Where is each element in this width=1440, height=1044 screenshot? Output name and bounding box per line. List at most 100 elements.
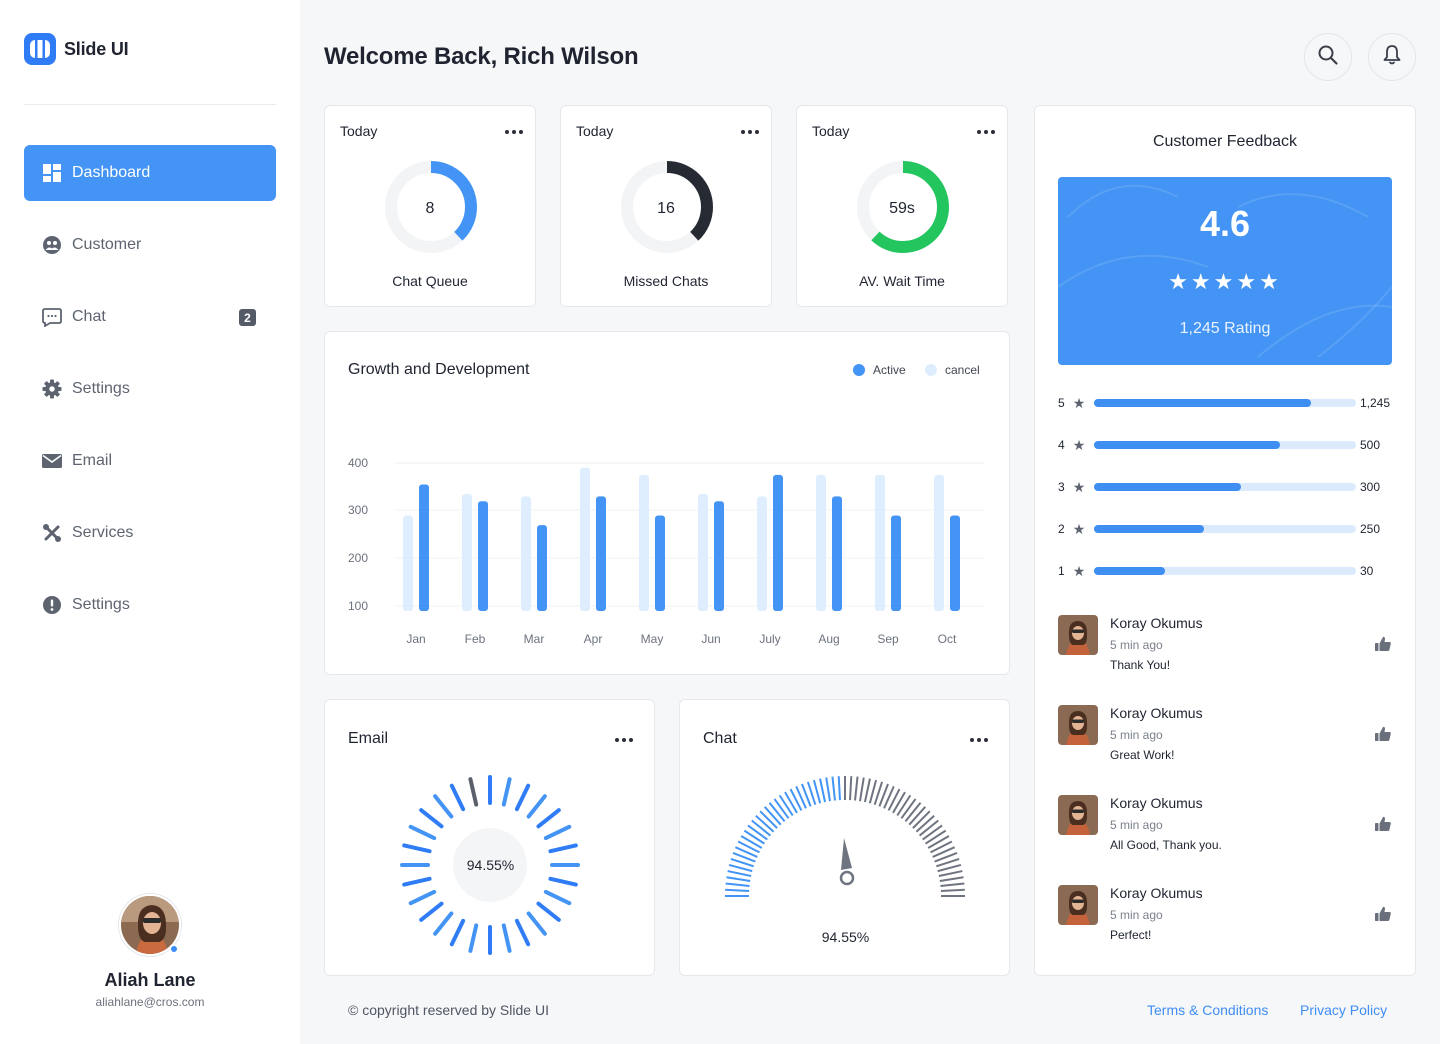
gauge-tick [773, 798, 790, 819]
bar-cancel[interactable] [934, 474, 944, 611]
bar-cancel[interactable] [639, 474, 649, 611]
legend-cancel[interactable]: cancel [925, 363, 980, 377]
bar-active[interactable] [419, 484, 429, 611]
thumbs-up-icon[interactable] [1374, 815, 1392, 833]
gauge-tick [908, 806, 927, 826]
bar-cancel[interactable] [875, 474, 885, 611]
gauge-needle [841, 838, 852, 870]
user-profile[interactable]: Aliah Lane aliahlane@cros.com [0, 894, 300, 1009]
gauge-tick [526, 911, 547, 936]
bar-active[interactable] [950, 515, 960, 611]
sidebar-item-settings[interactable]: Settings [24, 361, 276, 417]
gauge-tick [725, 882, 750, 887]
thumbs-up-icon[interactable] [1374, 725, 1392, 743]
bar-cancel[interactable] [698, 494, 708, 611]
chat-icon [42, 307, 62, 327]
notifications-button[interactable] [1368, 33, 1416, 81]
star-icon: ★ [1072, 478, 1086, 495]
review-text: All Good, Thank you. [1110, 838, 1222, 852]
alert-icon [42, 595, 62, 615]
gauge-tick [501, 923, 512, 953]
y-tick-label: 200 [348, 551, 368, 565]
rating-bar [1094, 525, 1356, 533]
x-tick-label: Sep [877, 632, 899, 646]
bell-icon [1382, 44, 1402, 71]
bar-active[interactable] [596, 496, 606, 611]
stat-value: 59s [889, 200, 915, 217]
gauge-tick [759, 810, 778, 829]
bar-cancel[interactable] [816, 474, 826, 611]
ring-progress-arc [621, 161, 713, 253]
privacy-link[interactable]: Privacy Policy [1300, 1002, 1388, 1018]
gauge-tick [501, 777, 512, 807]
sidebar-item-email[interactable]: Email [24, 433, 276, 489]
thumbs-up-icon[interactable] [1374, 635, 1392, 653]
gauge-tick [912, 810, 931, 829]
bar-cancel[interactable] [462, 494, 472, 611]
more-options-icon[interactable] [613, 734, 635, 746]
gauge-tick [468, 777, 479, 807]
search-button[interactable] [1304, 33, 1352, 81]
rating-row-count: 30 [1360, 564, 1374, 578]
gear-icon [42, 379, 62, 399]
gauge-tick [922, 824, 943, 841]
gauge-tick [930, 840, 953, 854]
thumbs-up-icon[interactable] [1374, 905, 1392, 923]
gauge-tick [819, 778, 827, 803]
legend-swatch [853, 364, 865, 376]
gauge-tick [863, 778, 871, 803]
app-logo[interactable]: Slide UI [24, 33, 129, 65]
more-options-icon[interactable] [968, 734, 990, 746]
bar-active[interactable] [478, 501, 488, 611]
gauge-tick [927, 835, 950, 849]
gauge-tick [408, 889, 437, 906]
legend-active[interactable]: Active [853, 363, 906, 377]
reviewer-name: Koray Okumus [1110, 615, 1203, 631]
more-options-icon[interactable] [739, 126, 761, 138]
rating-row-3: 3 ★ 300 [1058, 479, 1392, 495]
footer-copyright: © copyright reserved by Slide UI [348, 1002, 549, 1018]
mail-icon [42, 451, 62, 471]
missed-chats-ring [621, 161, 713, 253]
review-text: Thank You! [1110, 658, 1171, 672]
gauge-tick [728, 863, 753, 873]
sidebar-item-customer[interactable]: Customer [24, 217, 276, 273]
bar-cancel[interactable] [580, 467, 590, 611]
gauge-tick [940, 882, 965, 887]
bar-active[interactable] [655, 515, 665, 611]
bar-active[interactable] [832, 496, 842, 611]
gauge-tick [831, 776, 836, 801]
star-icon: ★ [1072, 394, 1086, 411]
stat-period: Today [812, 123, 850, 139]
sidebar-item-settings-alert[interactable]: Settings [24, 577, 276, 633]
profile-email: aliahlane@cros.com [95, 995, 205, 1009]
bar-active[interactable] [891, 515, 901, 611]
bar-active[interactable] [773, 474, 783, 611]
gauge-tick [402, 843, 432, 854]
more-options-icon[interactable] [975, 126, 997, 138]
rating-bar-fill [1094, 441, 1281, 449]
sidebar-item-services[interactable]: Services [24, 505, 276, 561]
bar-cancel[interactable] [521, 496, 531, 611]
terms-link[interactable]: Terms & Conditions [1147, 1002, 1269, 1018]
gauge-tick [740, 835, 763, 849]
bar-active[interactable] [714, 501, 724, 611]
page-title: Welcome Back, Rich Wilson [324, 43, 639, 70]
sidebar-item-dashboard[interactable]: Dashboard [24, 145, 276, 201]
gauge-tick [726, 876, 751, 882]
sidebar-item-chat[interactable]: Chat 2 [24, 289, 276, 345]
bar-cancel[interactable] [757, 496, 767, 611]
bar-active[interactable] [537, 525, 547, 611]
more-options-icon[interactable] [503, 126, 525, 138]
gauge-tick [900, 798, 917, 819]
wait-time-ring [857, 161, 949, 253]
gauge-tick [536, 808, 561, 829]
y-tick-label: 300 [348, 503, 368, 517]
rating-bar [1094, 399, 1356, 407]
gauge-tick [747, 824, 768, 841]
gauge-tick [419, 901, 444, 922]
rating-bar-fill [1094, 525, 1205, 533]
gauge-tick [789, 788, 803, 811]
rating-bar [1094, 483, 1356, 491]
bar-cancel[interactable] [403, 515, 413, 611]
